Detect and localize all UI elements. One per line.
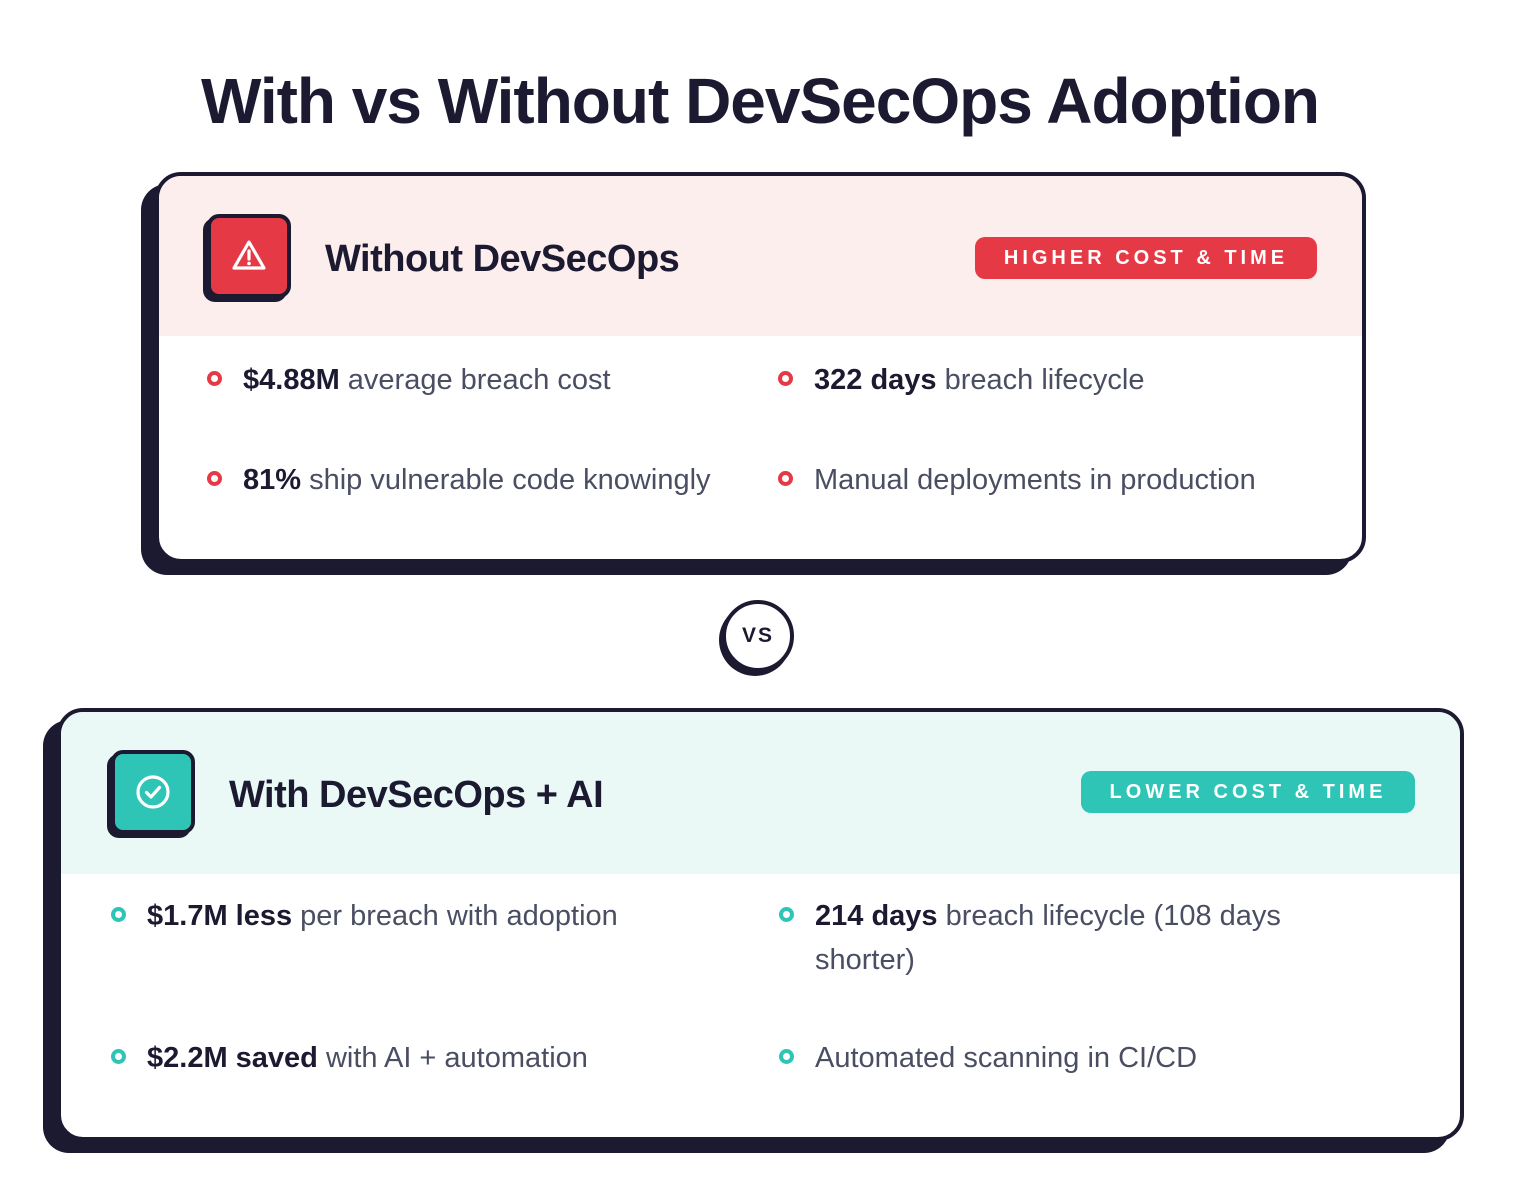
warning-triangle-icon: [207, 214, 291, 298]
bullet-dot-icon: [111, 907, 126, 922]
check-circle-icon: [111, 750, 195, 834]
bullet-dot-icon: [111, 1049, 126, 1064]
vs-badge: VS: [722, 600, 794, 672]
item-highlight: 81%: [243, 464, 302, 496]
item-highlight: 322 days: [814, 364, 937, 396]
item-text: with AI + automation: [317, 1042, 588, 1074]
item-text: breach lifecycle (108 days shorter): [815, 900, 1281, 976]
list-item: $4.88M average breach cost: [207, 358, 747, 402]
card-title: With DevSecOps + AI: [229, 774, 604, 816]
list-item: 214 days breach lifecycle (108 days shor…: [779, 894, 1339, 982]
page-title: With vs Without DevSecOps Adoption: [200, 65, 1320, 137]
item-highlight: $2.2M saved: [147, 1042, 318, 1074]
item-highlight: $4.88M: [243, 364, 340, 396]
without-devsecops-card: Without DevSecOps HIGHER COST & TIME $4.…: [155, 172, 1366, 563]
list-item: 81% ship vulnerable code knowingly: [207, 458, 777, 502]
item-text: Automated scanning in CI/CD: [815, 1042, 1198, 1074]
list-item: Automated scanning in CI/CD: [779, 1036, 1339, 1080]
item-highlight: $1.7M less: [147, 900, 293, 932]
item-highlight: 214 days: [815, 900, 938, 932]
list-item: Manual deployments in production: [778, 458, 1338, 502]
list-item: 322 days breach lifecycle: [778, 358, 1338, 402]
list-item: $1.7M less per breach with adoption: [111, 894, 731, 938]
warning-triangle-icon-svg: [232, 240, 266, 270]
card-header: With DevSecOps + AI LOWER COST & TIME: [61, 712, 1460, 874]
bullet-dot-icon: [779, 907, 794, 922]
card-title: Without DevSecOps: [325, 238, 680, 280]
item-text: average breach cost: [339, 364, 611, 396]
list-item: $2.2M saved with AI + automation: [111, 1036, 731, 1080]
card-header: Without DevSecOps HIGHER COST & TIME: [159, 176, 1362, 336]
with-devsecops-card: With DevSecOps + AI LOWER COST & TIME $1…: [57, 708, 1464, 1141]
bullet-dot-icon: [207, 371, 222, 386]
bullet-dot-icon: [778, 371, 793, 386]
item-text: breach lifecycle: [936, 364, 1145, 396]
bullet-dot-icon: [207, 471, 222, 486]
item-text: per breach with adoption: [292, 900, 618, 932]
item-text: Manual deployments in production: [814, 464, 1256, 496]
bullet-dot-icon: [778, 471, 793, 486]
item-text: ship vulnerable code knowingly: [301, 464, 711, 496]
status-badge: LOWER COST & TIME: [1081, 771, 1415, 813]
check-circle-icon-svg: [136, 775, 170, 809]
status-badge: HIGHER COST & TIME: [975, 237, 1317, 279]
bullet-dot-icon: [779, 1049, 794, 1064]
